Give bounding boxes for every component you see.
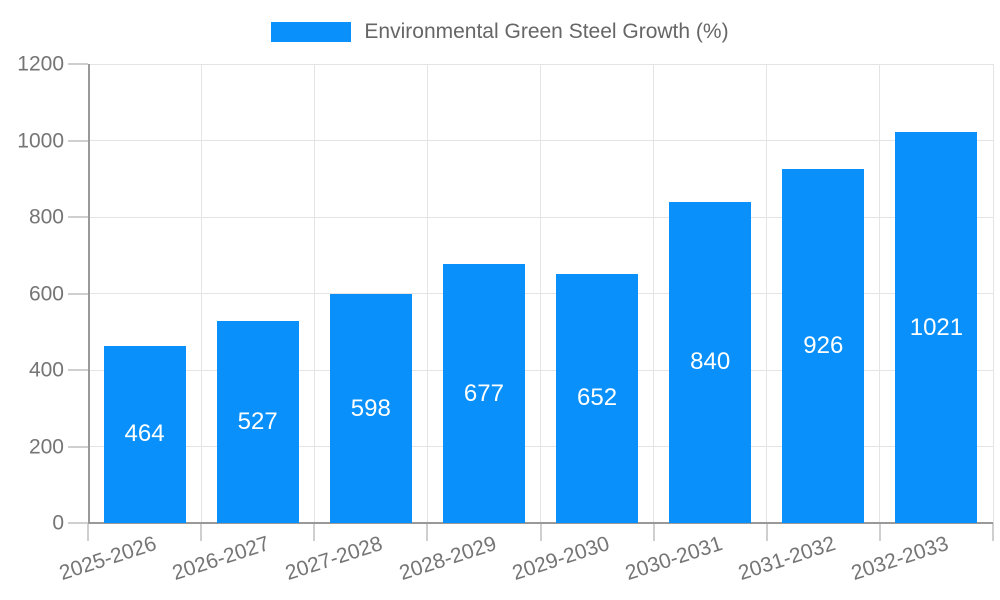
bar: 652 [556, 273, 639, 523]
x-gridline [200, 64, 202, 523]
bar: 926 [782, 168, 865, 523]
y-axis-tick-label: 600 [28, 282, 64, 305]
y-tick [68, 216, 88, 218]
bar: 1021 [895, 132, 978, 523]
x-tick [652, 523, 655, 541]
x-tick [878, 523, 881, 541]
y-axis-tick-label: 800 [28, 205, 64, 229]
y-tick [68, 292, 88, 295]
x-gridline [540, 64, 541, 523]
bar-value-label: 527 [237, 408, 278, 436]
x-tick [200, 523, 203, 541]
bar: 464 [103, 345, 186, 523]
legend-item[interactable]: Environmental Green Steel Growth (%) [0, 21, 1000, 42]
y-axis-tick-label: 1200 [17, 52, 64, 76]
bar: 527 [216, 321, 299, 523]
legend-swatch [271, 21, 352, 42]
x-axis-tick-label: 2025-2026 [56, 532, 160, 585]
y-axis-tick-label: 400 [28, 358, 64, 382]
x-axis-tick-label: 2028-2029 [396, 532, 499, 585]
x-gridline [992, 64, 994, 523]
x-axis-tick-label: 2027-2028 [282, 532, 386, 585]
x-axis-tick-label: 2032-2033 [848, 532, 952, 585]
y-tick [68, 369, 88, 371]
y-axis-tick-label: 0 [52, 511, 64, 535]
x-gridline [879, 64, 881, 523]
y-tick [68, 445, 88, 448]
x-tick [992, 523, 994, 541]
y-tick [68, 139, 88, 142]
x-axis-line [88, 522, 993, 524]
y-axis-tick-label: 1000 [17, 129, 64, 152]
plot-area: 0 200 400 600 800 1000 1200 464 527 598 677 652 840 9… [17, 54, 994, 585]
y-tick [68, 522, 88, 524]
x-axis-tick-label: 2031-2032 [735, 532, 839, 585]
x-tick [426, 523, 429, 541]
y-axis-line [88, 64, 90, 523]
bar-value-label: 677 [463, 379, 504, 407]
bar: 598 [329, 294, 412, 523]
y-tick [68, 63, 88, 65]
x-axis-tick-label: 2030-2031 [622, 532, 725, 585]
x-tick [539, 523, 542, 541]
x-gridline [313, 64, 315, 523]
bar-value-label: 652 [577, 384, 618, 412]
x-gridline [766, 64, 768, 523]
x-tick [765, 523, 768, 541]
legend-label: Environmental Green Steel Growth (%) [364, 20, 729, 43]
x-axis-tick-label: 2029-2030 [509, 532, 612, 585]
y-axis-tick-label: 200 [28, 435, 64, 458]
x-tick [87, 523, 89, 541]
x-axis-tick-label: 2026-2027 [169, 532, 273, 585]
x-gridline [653, 64, 655, 523]
bar-value-label: 598 [350, 394, 391, 422]
bar-value-label: 1021 [909, 313, 964, 341]
x-gridline [426, 64, 428, 523]
x-tick [313, 523, 316, 541]
bar: 677 [442, 264, 525, 523]
bar-value-label: 926 [803, 331, 844, 359]
bar-value-label: 464 [124, 420, 165, 448]
bar: 840 [669, 201, 752, 523]
bar-value-label: 840 [690, 348, 731, 376]
